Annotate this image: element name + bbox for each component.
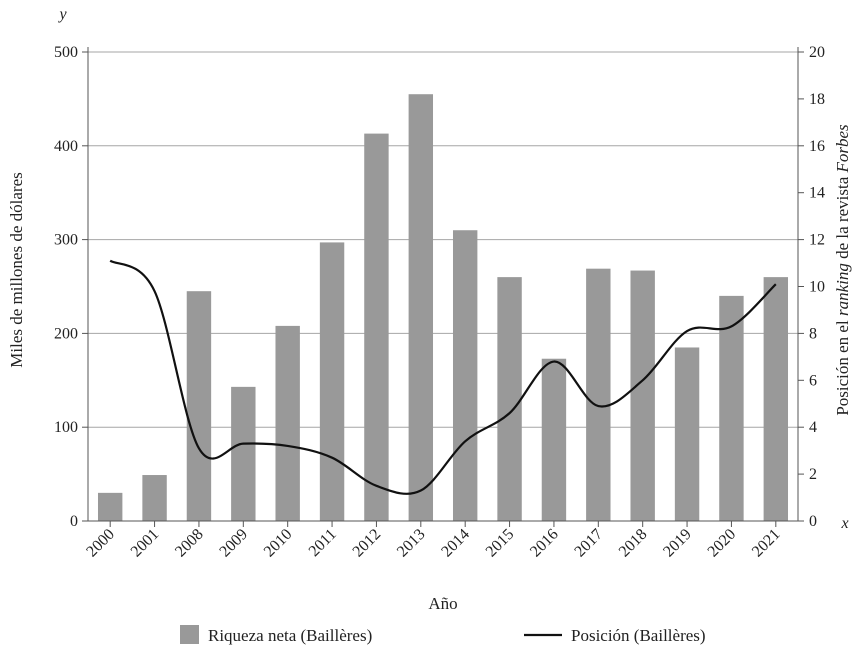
bar <box>497 277 522 521</box>
bar <box>142 475 167 521</box>
y2-title-part-3: de la revista <box>833 173 852 264</box>
x-tick-label: 2020 <box>705 526 740 561</box>
right-tick-label: 18 <box>809 91 825 108</box>
x-tick-label: 2010 <box>261 526 296 561</box>
right-tick-label: 6 <box>809 372 817 389</box>
x-axis-corner-label: x <box>840 515 848 532</box>
x-tick-label: 2021 <box>749 526 784 561</box>
y-axis-title: Miles de millones de dólares <box>7 172 26 367</box>
bar <box>364 133 389 521</box>
x-tick-label: 2014 <box>438 526 473 561</box>
left-tick-label: 0 <box>70 513 78 530</box>
legend-label-line: Posición (Baillères) <box>571 626 706 645</box>
x-tick-label: 2015 <box>483 526 518 561</box>
x-tick-label: 2000 <box>83 526 118 561</box>
right-tick-label: 10 <box>809 279 825 296</box>
legend-label-bar: Riqueza neta (Baillères) <box>208 626 372 645</box>
x-tick-label: 2008 <box>172 526 207 561</box>
bar <box>630 270 655 521</box>
y2-title-part-2: ranking <box>833 263 852 316</box>
position-line <box>109 259 777 495</box>
bar <box>408 94 434 522</box>
y2-title-part-1: Posición en el <box>833 316 852 416</box>
left-tick-label: 100 <box>54 419 78 436</box>
x-tick-label: 2019 <box>660 526 695 561</box>
left-tick-label: 300 <box>54 232 78 249</box>
y2-axis-title: Posición en el ranking de la revista For… <box>833 124 852 416</box>
right-tick-label: 0 <box>809 513 817 530</box>
y-axis-corner-label: y <box>57 6 67 23</box>
bar <box>674 347 700 521</box>
x-tick-label: 2013 <box>394 526 429 561</box>
bar <box>97 492 123 521</box>
x-tick-label: 2009 <box>216 526 251 561</box>
right-tick-label: 8 <box>809 325 817 342</box>
bar <box>231 386 256 521</box>
bar <box>719 295 744 521</box>
left-tick-label: 400 <box>54 138 78 155</box>
bar <box>186 291 212 521</box>
right-tick-label: 2 <box>809 466 817 483</box>
x-tick-label: 2018 <box>616 526 651 561</box>
axes <box>87 47 799 522</box>
bar <box>541 358 567 521</box>
x-tick-label: 2016 <box>527 526 562 561</box>
left-tick-label: 200 <box>54 325 78 342</box>
x-axis-title: Año <box>428 594 457 613</box>
legend: Riqueza neta (Baillères) Posición (Baill… <box>180 625 706 645</box>
bar <box>763 277 789 521</box>
bar-series <box>97 94 789 522</box>
y2-title-part-4: Forbes <box>833 124 852 174</box>
right-tick-label: 4 <box>809 419 817 436</box>
bar <box>452 230 478 521</box>
right-tick-label: 14 <box>809 185 825 202</box>
legend-swatch-bar <box>180 625 199 644</box>
x-tick-label: 2012 <box>350 526 385 561</box>
bar <box>586 268 611 521</box>
bar <box>275 325 300 521</box>
x-tick-label: 2017 <box>571 526 606 561</box>
bar <box>319 242 345 521</box>
left-axis-ticks: 0 100 200 300 400 500 <box>54 44 88 530</box>
x-tick-label: 2001 <box>128 526 163 561</box>
x-axis-ticks: 2000 2001 2008 2009 2010 2011 2012 2013 2014 2015… <box>83 521 784 561</box>
right-tick-label: 20 <box>809 44 825 61</box>
right-tick-label: 16 <box>809 138 825 155</box>
right-tick-label: 12 <box>809 232 825 249</box>
right-axis-ticks: 0 2 4 6 8 10 12 14 16 18 20 <box>798 44 825 530</box>
x-tick-label: 2011 <box>306 526 340 560</box>
left-tick-label: 500 <box>54 44 78 61</box>
